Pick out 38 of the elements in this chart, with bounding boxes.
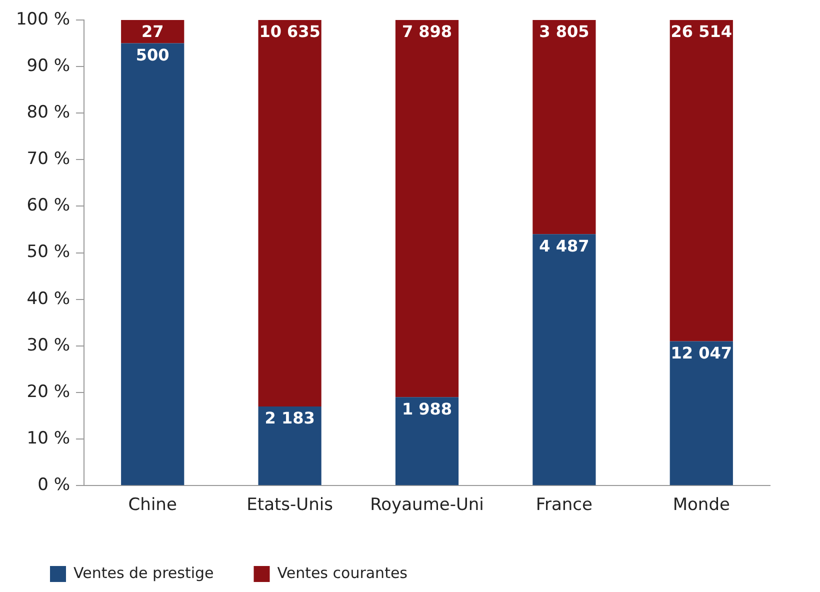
bar xyxy=(395,397,459,486)
y-tick-label: 10 % xyxy=(26,428,70,448)
bar xyxy=(532,234,596,486)
y-tick-label: 60 % xyxy=(26,196,70,216)
annotation: 7 898 xyxy=(402,22,452,42)
bar xyxy=(121,43,184,486)
bar xyxy=(258,20,322,406)
annotation: 500 xyxy=(136,45,170,64)
bar xyxy=(258,406,322,486)
bar xyxy=(121,20,184,44)
y-tick-label: 0 % xyxy=(38,475,70,496)
annotation: 27 xyxy=(141,22,164,42)
y-tick-label: 50 % xyxy=(26,242,70,262)
bar xyxy=(670,341,733,486)
x-tick-label: Chine xyxy=(128,495,177,516)
annotation: 12 047 xyxy=(670,343,732,362)
x-tick-label: Monde xyxy=(672,495,730,516)
y-tick-label: 70 % xyxy=(26,149,70,170)
bar xyxy=(395,20,459,398)
legend-label: Ventes de prestige xyxy=(74,564,214,582)
annotation: 3 805 xyxy=(539,22,590,42)
y-tick-label: 80 % xyxy=(26,102,70,123)
x-tick-label: Royaume-Uni xyxy=(370,495,484,516)
x-tick-label: France xyxy=(536,495,592,516)
annotation: 10 635 xyxy=(259,22,320,42)
bar xyxy=(670,20,733,342)
annotation: 4 487 xyxy=(539,236,590,256)
bar xyxy=(532,20,596,234)
y-tick-label: 40 % xyxy=(26,288,70,309)
y-tick-label: 30 % xyxy=(26,335,70,356)
annotation: 2 183 xyxy=(264,408,315,428)
y-tick-label: 90 % xyxy=(26,56,70,76)
x-tick-label: Etats-Unis xyxy=(246,495,334,516)
legend-label: Ventes courantes xyxy=(277,564,408,582)
y-tick-label: 20 % xyxy=(26,382,70,402)
annotation: 1 988 xyxy=(402,399,452,418)
annotation: 26 514 xyxy=(670,22,732,42)
y-tick-label: 100 % xyxy=(16,9,70,30)
